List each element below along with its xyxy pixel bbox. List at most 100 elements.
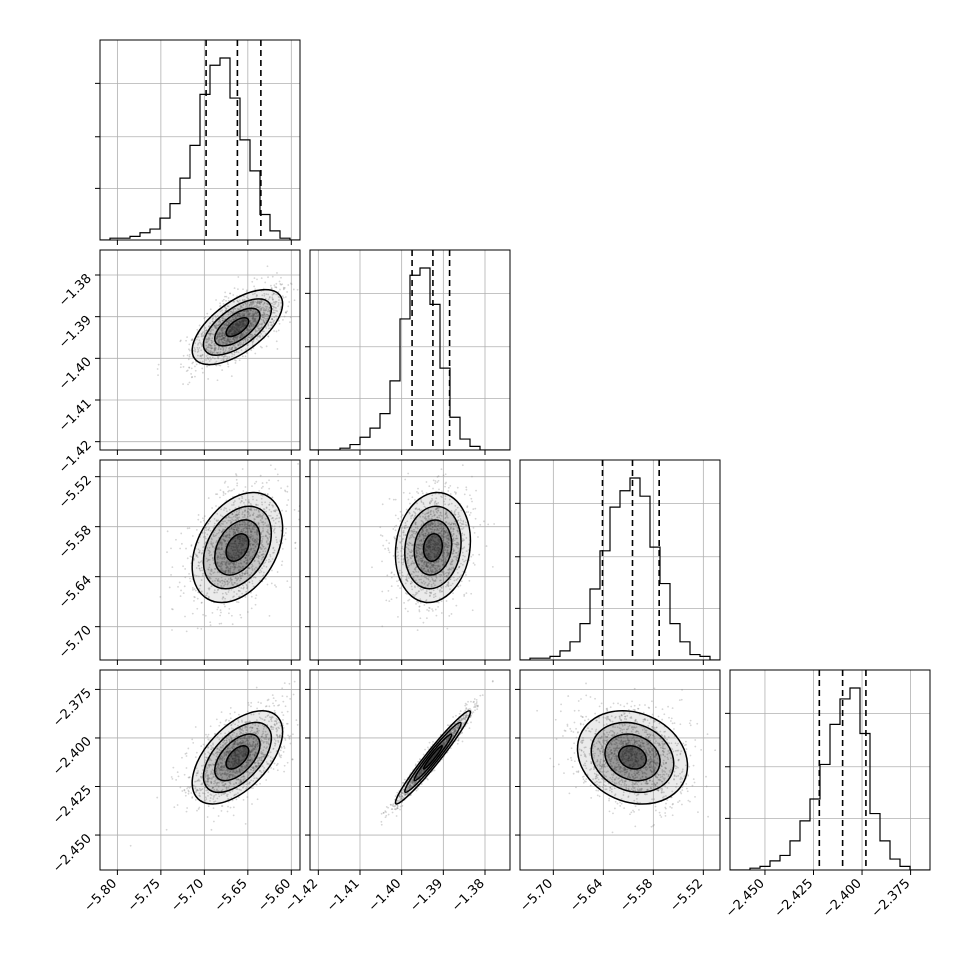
sample-point — [215, 577, 218, 580]
sample-point — [266, 314, 269, 316]
sample-point — [462, 538, 464, 540]
panel-frame — [99, 459, 301, 661]
sample-point — [440, 523, 443, 526]
sample-point — [262, 562, 265, 565]
sample-point — [233, 549, 236, 551]
sample-point — [416, 527, 419, 530]
sample-point — [437, 605, 439, 608]
sample-point — [223, 332, 226, 335]
sample-point — [414, 586, 416, 589]
sample-point — [258, 329, 261, 331]
sample-point — [186, 787, 188, 790]
y-tick-label-1-1: −1.41 — [56, 396, 95, 435]
sample-point — [427, 517, 430, 519]
sample-point — [255, 305, 257, 308]
sample-point — [452, 523, 455, 526]
sample-point — [207, 336, 210, 339]
sample-point — [444, 544, 447, 547]
sample-point — [251, 340, 254, 343]
sample-point — [241, 765, 244, 768]
sample-point — [197, 514, 200, 516]
sample-point — [447, 546, 449, 549]
sample-point — [401, 571, 403, 574]
sample-point — [249, 558, 251, 561]
y-tick-label-2-1: −5.64 — [56, 573, 95, 612]
sample-point — [272, 293, 275, 295]
sample-point — [190, 367, 193, 370]
sample-point — [445, 543, 448, 546]
sample-point — [262, 309, 265, 311]
sample-point — [233, 528, 235, 531]
sample-point — [207, 568, 210, 571]
sample-point — [443, 541, 446, 544]
sample-point — [276, 514, 279, 517]
sample-point — [242, 310, 245, 313]
sample-point — [426, 566, 428, 568]
sample-point — [247, 500, 250, 503]
sample-point — [428, 539, 431, 542]
sample-point — [217, 324, 220, 327]
sample-point — [245, 320, 247, 323]
sample-point — [235, 529, 238, 531]
sample-point — [233, 319, 235, 321]
sample-point — [190, 556, 193, 558]
sample-point — [254, 300, 257, 303]
sample-point — [442, 551, 444, 554]
sample-point — [437, 542, 440, 545]
sample-point — [392, 498, 395, 501]
sample-point — [261, 539, 264, 542]
sample-point — [171, 608, 174, 611]
panel-content — [100, 40, 300, 240]
sample-point — [230, 489, 232, 492]
sample-point — [427, 609, 430, 612]
sample-point — [248, 312, 251, 315]
sample-point — [400, 561, 403, 564]
sample-point — [213, 562, 215, 565]
sample-point — [236, 322, 239, 325]
sample-point — [427, 568, 430, 571]
sample-point — [233, 771, 236, 774]
sample-point — [238, 565, 241, 568]
sample-point — [207, 332, 210, 335]
sample-point — [237, 554, 240, 557]
sample-point — [449, 562, 452, 565]
sample-point — [236, 516, 239, 519]
sample-point — [179, 339, 182, 342]
sample-point — [253, 576, 256, 579]
sample-point — [257, 509, 260, 511]
sample-point — [208, 338, 211, 341]
sample-point — [241, 545, 244, 547]
sample-point — [209, 344, 212, 347]
sample-point — [235, 473, 237, 475]
sample-point — [243, 514, 246, 516]
sample-point — [462, 547, 465, 550]
sample-point — [157, 363, 160, 366]
sample-point — [449, 545, 451, 547]
sample-point — [454, 504, 457, 507]
sample-point — [254, 315, 257, 318]
sample-point — [214, 348, 216, 351]
sample-point — [434, 536, 437, 539]
sample-point — [227, 490, 230, 493]
sample-point — [237, 535, 240, 537]
sample-point — [438, 550, 441, 553]
sample-point — [415, 545, 418, 548]
sample-point — [422, 534, 425, 536]
sample-point — [237, 344, 240, 346]
sample-point — [237, 518, 240, 521]
sample-point — [427, 564, 430, 567]
sample-point — [446, 514, 448, 517]
sample-point — [438, 558, 440, 561]
sample-point — [419, 557, 422, 560]
sample-point — [247, 499, 250, 501]
sample-point — [240, 544, 243, 547]
sample-point — [371, 566, 373, 569]
sample-point — [434, 543, 437, 545]
sample-point — [455, 543, 458, 546]
sample-point — [251, 313, 254, 316]
sample-point — [410, 533, 413, 536]
sample-point — [459, 518, 462, 520]
sample-point — [216, 561, 218, 564]
sample-point — [247, 310, 250, 313]
sample-point — [238, 359, 241, 362]
